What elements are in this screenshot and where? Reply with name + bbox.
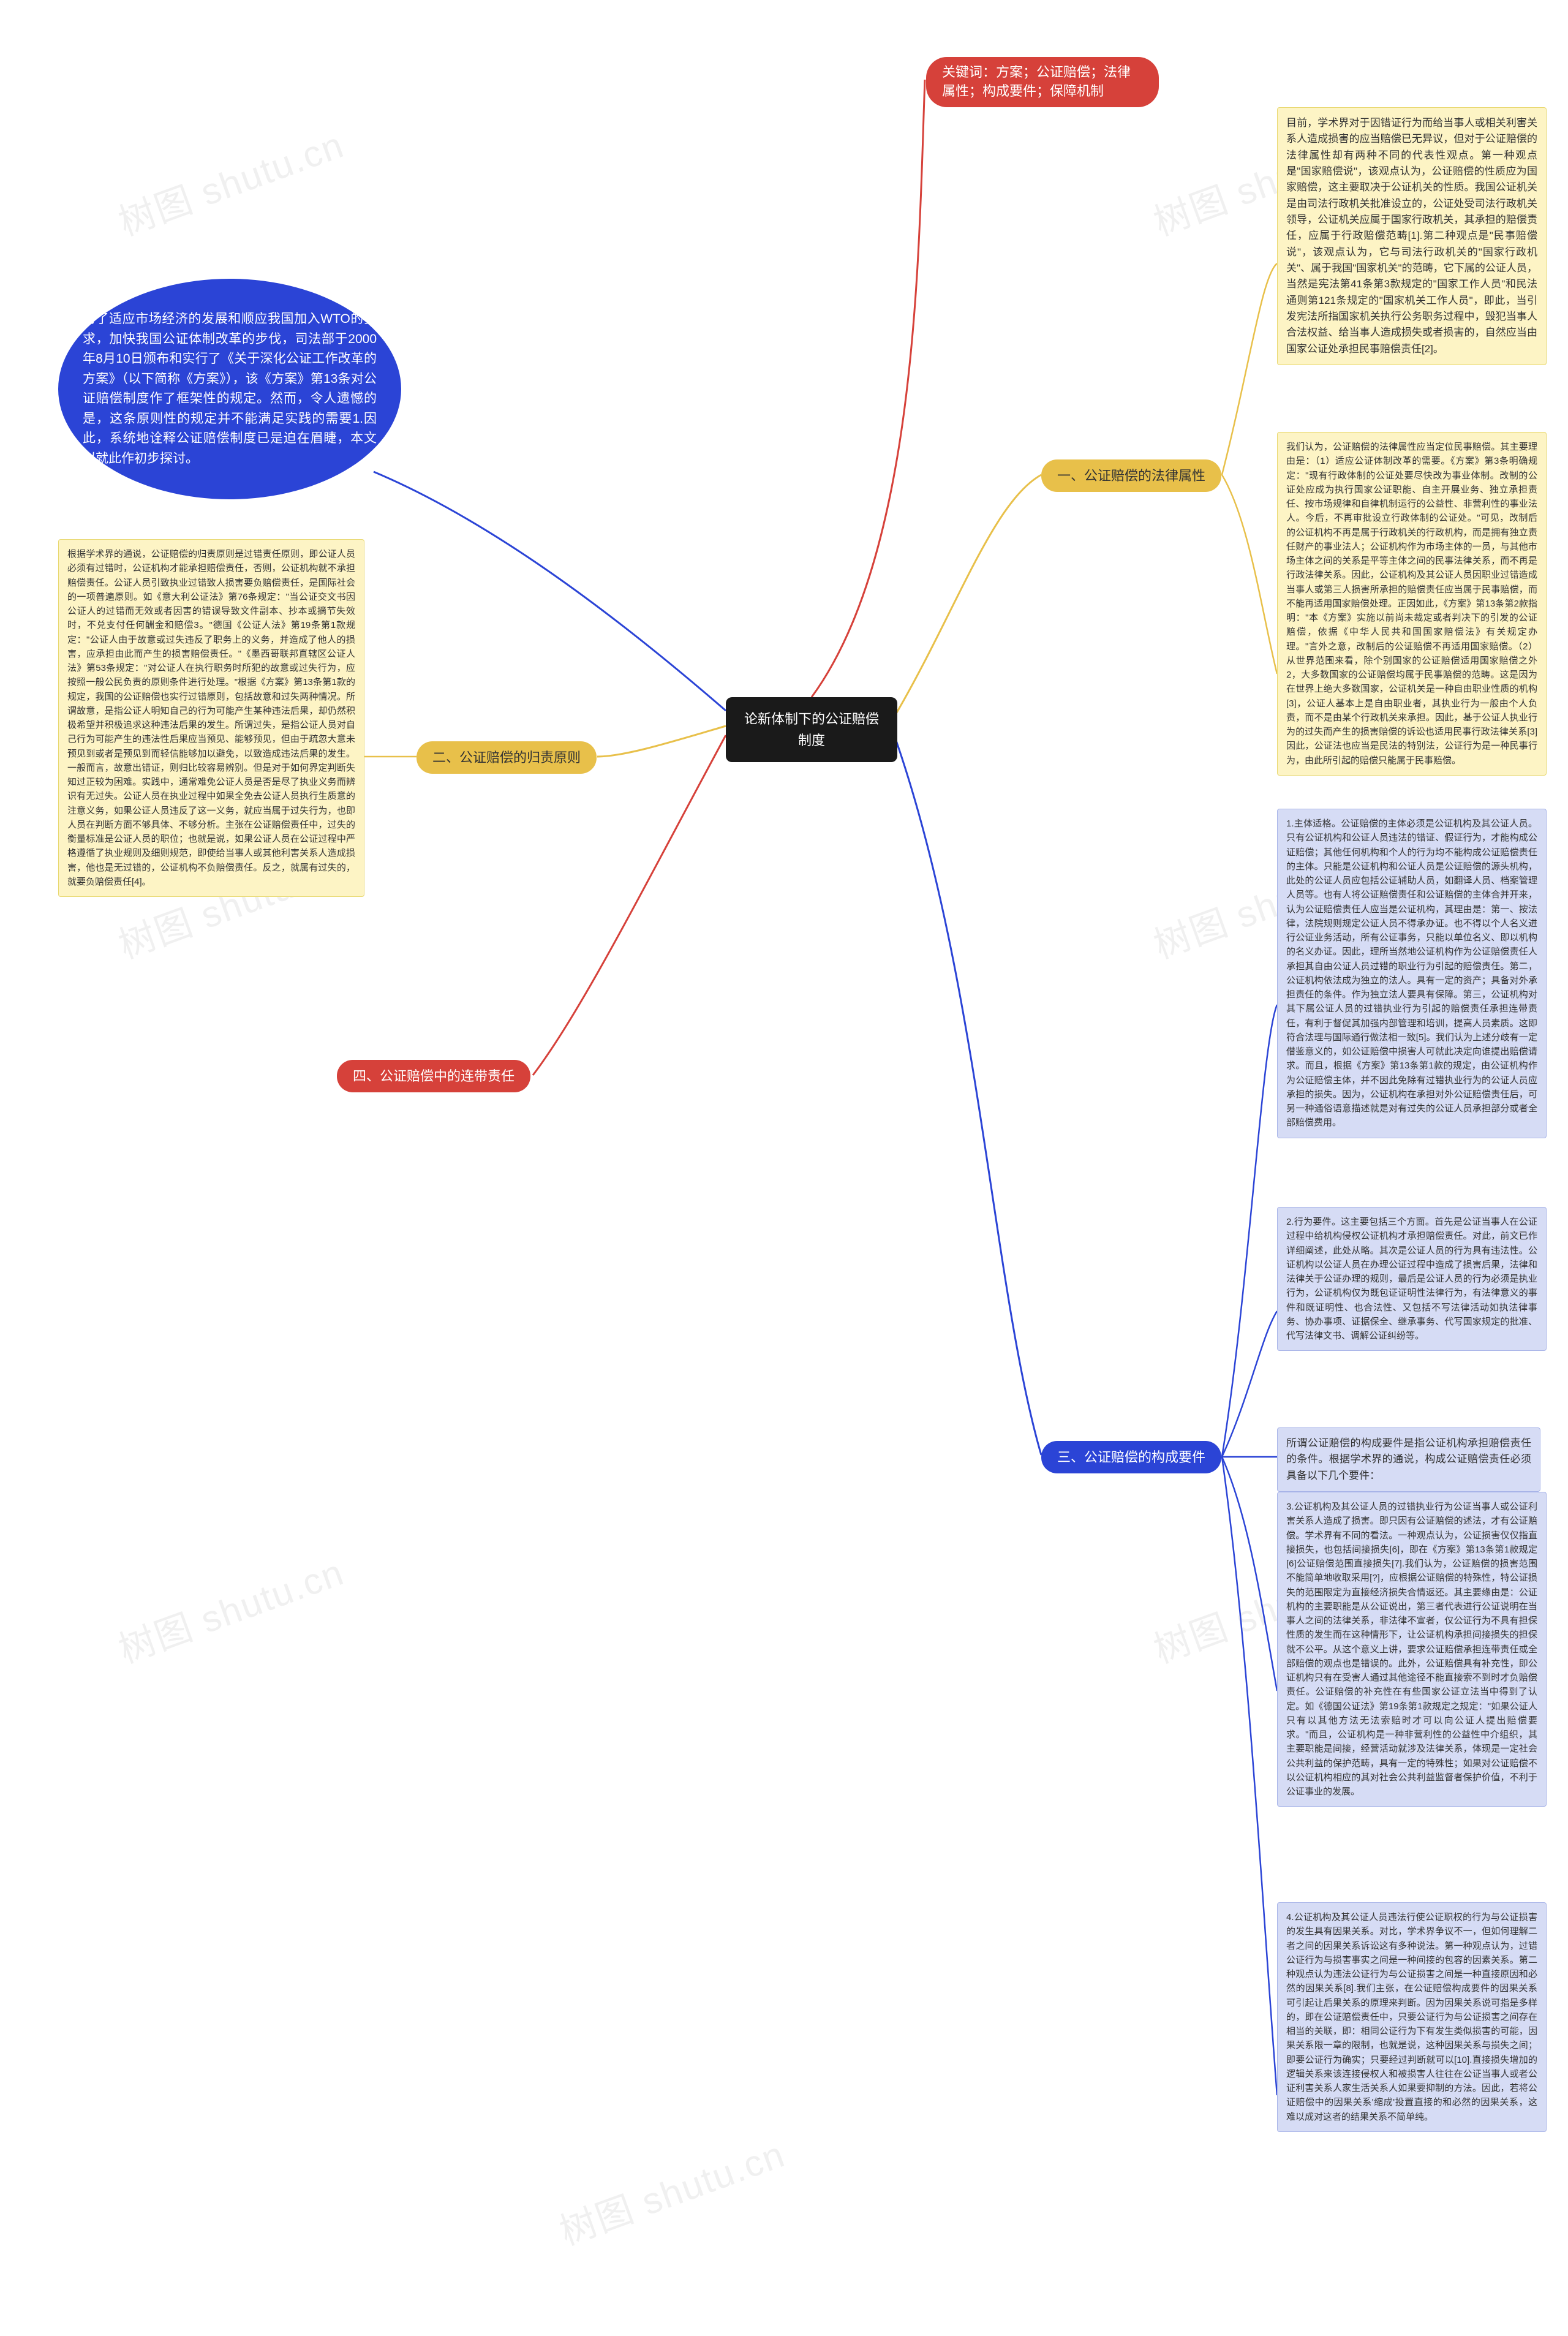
intro-ellipse: 为了适应市场经济的发展和顺应我国加入WTO的要求，加快我国公证体制改革的步伐，司… [58,279,401,499]
blame-box-1: 根据学术界的通说，公证赔偿的归责原则是过错责任原则，即公证人员必须有过错时，公证… [58,539,364,897]
watermark: 树图 shutu.cn [110,115,350,246]
branch-blame-label: 二、公证赔偿的归责原则 [432,750,581,765]
attr-box-1: 目前，学术界对于因错证行为而给当事人或相关利害关系人造成损害的应当赔偿已无异议，… [1277,107,1547,365]
branch-elements: 三、公证赔偿的构成要件 [1041,1441,1221,1473]
watermark: 树图 shutu.cn [110,1543,350,1674]
elements-box-2: 2.行为要件。这主要包括三个方面。首先是公证当事人在公证过程中给机构侵权公证机构… [1277,1207,1547,1351]
elements-box-3: 3.公证机构及其公证人员的过错执业行为公证当事人或公证利害关系人造成了损害。即只… [1277,1492,1547,1807]
branch-attr-label: 一、公证赔偿的法律属性 [1057,468,1205,483]
elements-box-2-text: 2.行为要件。这主要包括三个方面。首先是公证当事人在公证过程中给机构侵权公证机构… [1286,1217,1537,1341]
elements-box-3-text: 3.公证机构及其公证人员的过错执业行为公证当事人或公证利害关系人造成了损害。即只… [1286,1502,1537,1797]
blame-box-1-text: 根据学术界的通说，公证赔偿的归责原则是过错责任原则，即公证人员必须有过错时，公证… [67,549,355,887]
intro-ellipse-text: 为了适应市场经济的发展和顺应我国加入WTO的要求，加快我国公证体制改革的步伐，司… [83,312,377,466]
branch-keywords: 关键词：方案；公证赔偿；法律属性；构成要件；保障机制 [926,57,1159,107]
attr-box-1-text: 目前，学术界对于因错证行为而给当事人或相关利害关系人造成损害的应当赔偿已无异议，… [1286,117,1537,355]
elements-box-1: 1.主体适格。公证赔偿的主体必须是公证机构及其公证人员。只有公证机构和公证人员违… [1277,809,1547,1138]
branch-blame: 二、公证赔偿的归责原则 [417,741,597,774]
attr-box-2: 我们认为，公证赔偿的法律属性应当定位民事赔偿。其主要理由是：（1）适应公证体制改… [1277,432,1547,776]
elements-box-1-text: 1.主体适格。公证赔偿的主体必须是公证机构及其公证人员。只有公证机构和公证人员违… [1286,818,1537,1128]
attr-box-2-text: 我们认为，公证赔偿的法律属性应当定位民事赔偿。其主要理由是：（1）适应公证体制改… [1286,442,1537,766]
branch-joint: 四、公证赔偿中的连带责任 [337,1060,530,1092]
branch-keywords-label: 关键词：方案；公证赔偿；法律属性；构成要件；保障机制 [942,64,1131,99]
branch-joint-label: 四、公证赔偿中的连带责任 [353,1068,514,1084]
elements-intro-box: 所谓公证赔偿的构成要件是指公证机构承担赔偿责任的条件。根据学术界的通说，构成公证… [1277,1427,1540,1492]
center-node: 论新体制下的公证赔偿制度 [726,697,897,762]
watermark: 树图 shutu.cn [551,2125,791,2256]
elements-box-4: 4.公证机构及其公证人员违法行使公证职权的行为与公证损害的发生具有因果关系。对比… [1277,1902,1547,2132]
elements-intro-text: 所谓公证赔偿的构成要件是指公证机构承担赔偿责任的条件。根据学术界的通说，构成公证… [1286,1437,1531,1481]
branch-attr: 一、公证赔偿的法律属性 [1041,459,1221,492]
center-node-text: 论新体制下的公证赔偿制度 [744,711,879,748]
branch-elements-label: 三、公证赔偿的构成要件 [1057,1450,1205,1465]
elements-box-4-text: 4.公证机构及其公证人员违法行使公证职权的行为与公证损害的发生具有因果关系。对比… [1286,1912,1537,2122]
